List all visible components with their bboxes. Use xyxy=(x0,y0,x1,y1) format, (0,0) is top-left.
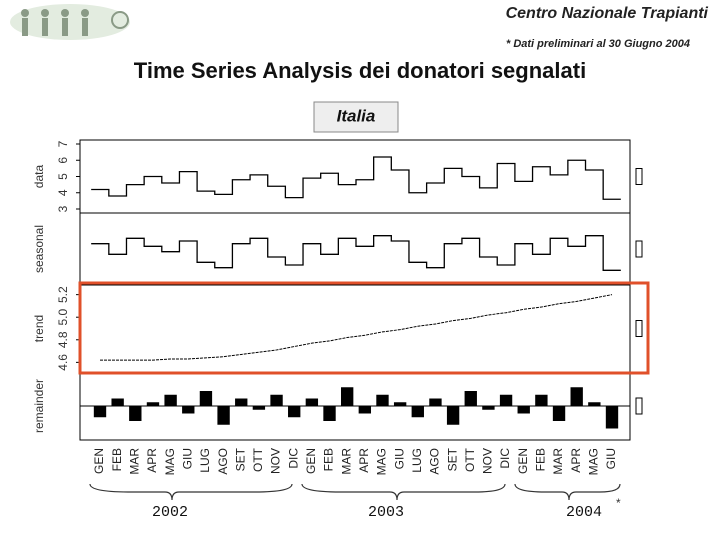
month-label: APR xyxy=(145,448,159,473)
remainder-bar xyxy=(111,398,124,406)
month-label: AGO xyxy=(428,448,442,475)
month-label: FEB xyxy=(534,448,548,471)
series-line xyxy=(91,156,621,200)
remainder-bar xyxy=(552,406,566,421)
remainder-bar xyxy=(252,406,266,410)
remainder-bar xyxy=(429,398,442,406)
month-label: GIU xyxy=(180,448,194,469)
range-bar xyxy=(635,240,643,258)
month-label: LUG xyxy=(198,448,212,473)
remainder-bar xyxy=(270,394,283,406)
panel-label: remainder xyxy=(32,379,46,433)
y-tick-label: 6 xyxy=(56,157,70,164)
remainder-bar xyxy=(482,406,495,410)
remainder-bar xyxy=(93,406,107,418)
remainder-bar xyxy=(446,406,460,425)
highlight-box xyxy=(78,281,650,375)
y-tick-label: 4.8 xyxy=(56,331,70,348)
month-label: GIU xyxy=(392,448,406,469)
remainder-bar xyxy=(535,394,548,406)
remainder-bar xyxy=(217,406,230,425)
month-label: GEN xyxy=(92,448,106,474)
remainder-bar xyxy=(164,394,177,406)
y-tick-label: 3 xyxy=(56,205,70,212)
remainder-bar xyxy=(588,402,601,406)
y-tick-label: 5.2 xyxy=(56,286,70,303)
series-line xyxy=(91,235,621,271)
year-label: 2004 xyxy=(566,504,602,521)
remainder-bar xyxy=(235,398,248,406)
remainder-bar xyxy=(499,394,513,406)
month-label: SET xyxy=(233,447,247,471)
subtitle-box xyxy=(313,101,399,133)
y-tick-label: 4 xyxy=(56,189,70,196)
month-label: NOV xyxy=(481,448,495,474)
remainder-bar xyxy=(182,406,195,414)
month-label: MAG xyxy=(163,448,177,475)
month-label: MAR xyxy=(127,448,141,475)
trend-line xyxy=(100,294,613,361)
remainder-bar xyxy=(146,402,160,406)
month-label: FEB xyxy=(110,448,124,471)
month-label: DIC xyxy=(286,448,300,469)
remainder-bar xyxy=(199,391,213,406)
month-label: MAG xyxy=(375,448,389,475)
remainder-bar xyxy=(288,406,301,418)
month-label: APR xyxy=(357,448,371,473)
range-bar xyxy=(635,397,643,415)
range-bar xyxy=(635,320,643,337)
org-name: Centro Nazionale Trapianti xyxy=(506,5,709,22)
remainder-bar xyxy=(570,387,583,406)
remainder-bar xyxy=(305,398,319,406)
month-label: GEN xyxy=(304,448,318,474)
month-label: NOV xyxy=(269,448,283,474)
month-label: GEN xyxy=(516,448,530,474)
month-label: MAG xyxy=(587,448,601,475)
month-label: DIC xyxy=(498,448,512,469)
month-label: MAR xyxy=(339,448,353,475)
title: Time Series Analysis dei donatori segnal… xyxy=(134,58,586,83)
month-label: AGO xyxy=(216,448,230,475)
remainder-bar xyxy=(358,406,372,414)
month-label: MAR xyxy=(551,448,565,475)
remainder-bar xyxy=(129,406,142,421)
remainder-bar xyxy=(517,406,530,414)
year-label: 2003 xyxy=(368,504,404,521)
logo xyxy=(10,4,130,40)
month-label: OTT xyxy=(463,447,477,472)
subtitle: Italia xyxy=(337,106,376,125)
y-tick-label: 4.6 xyxy=(56,354,70,371)
year-label: 2002 xyxy=(152,504,188,521)
y-tick-label: 7 xyxy=(56,140,70,147)
remainder-bar xyxy=(464,391,477,406)
month-label: GIU xyxy=(604,448,618,469)
footnote-mark: * xyxy=(616,496,621,510)
panel-label: seasonal xyxy=(32,225,46,273)
month-label: SET xyxy=(445,447,459,471)
y-tick-label: 5.0 xyxy=(56,309,70,326)
month-label: OTT xyxy=(251,447,265,472)
month-label: APR xyxy=(569,448,583,473)
remainder-bar xyxy=(411,406,424,418)
remainder-bar xyxy=(340,387,354,406)
remainder-bar xyxy=(393,402,407,406)
panel-label: data xyxy=(32,164,46,188)
note: * Dati preliminari al 30 Giugno 2004 xyxy=(506,38,690,50)
month-label: LUG xyxy=(410,448,424,473)
remainder-bar xyxy=(605,406,619,429)
remainder-bar xyxy=(376,394,389,406)
panel-label: trend xyxy=(32,315,46,342)
month-label: FEB xyxy=(322,448,336,471)
y-tick-label: 5 xyxy=(56,173,70,180)
range-bar xyxy=(635,168,643,185)
year-braces xyxy=(89,483,621,501)
remainder-bar xyxy=(323,406,336,421)
